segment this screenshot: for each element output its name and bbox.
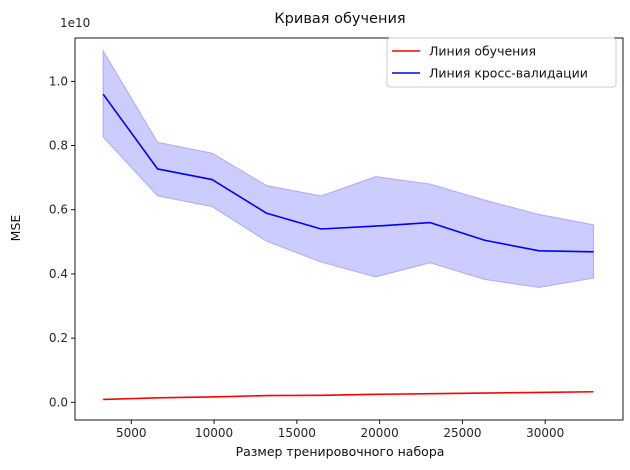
legend: Линия обучения Линия кросс-валидации (386, 37, 617, 88)
series-0-line (103, 390, 594, 401)
chart-title: Кривая обучения (274, 11, 405, 27)
plot-frame (74, 37, 624, 421)
series-1-line (102, 93, 594, 253)
x-tick-label: 30000 (526, 426, 564, 440)
x-tick-label: 10000 (195, 426, 233, 440)
y-tick-label: 0.4 (49, 267, 68, 281)
series-1-confidence-band (102, 49, 595, 288)
x-tick-label: 5000 (116, 426, 147, 440)
y-axis-scale-label: 1e10 (60, 16, 90, 30)
x-tick-label: 25000 (443, 426, 481, 440)
x-tick-label: 15000 (278, 426, 316, 440)
plot-area: 5000 10000 15000 20000 25000 30000 0.0 0.2 0.4 0.… (49, 37, 624, 440)
x-axis-label: Размер тренировочного набора (236, 444, 445, 459)
legend-label-1: Линия кросс-валидации (429, 66, 588, 81)
y-axis-label: MSE (8, 215, 23, 242)
y-tick-label: 1.0 (49, 74, 68, 88)
x-tick-label: 20000 (361, 426, 399, 440)
y-tick-label: 0.8 (49, 139, 68, 153)
y-tick-label: 0.6 (49, 203, 68, 217)
legend-box (386, 37, 617, 88)
y-tick-label: 0.2 (49, 331, 68, 345)
legend-label-0: Линия обучения (429, 44, 536, 59)
y-tick-label: 0.0 (49, 395, 68, 409)
